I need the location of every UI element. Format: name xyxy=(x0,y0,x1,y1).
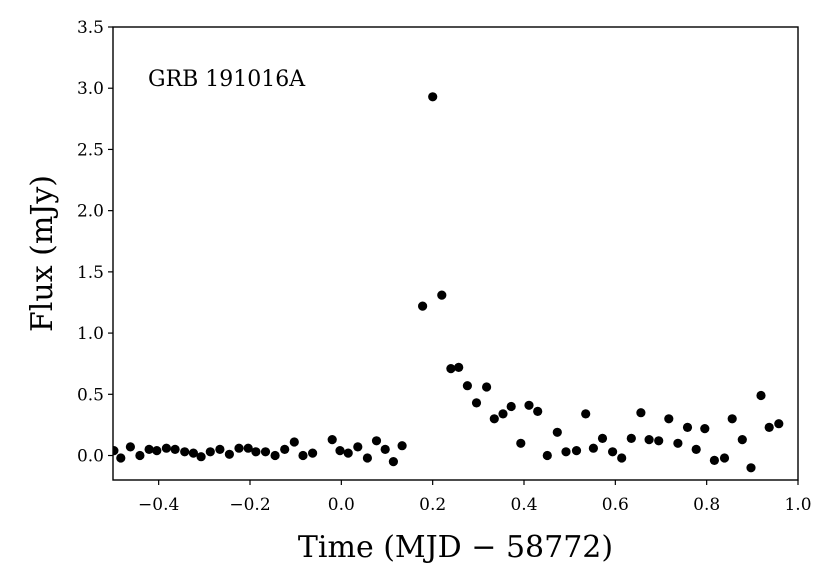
data-point xyxy=(251,447,261,457)
y-tick-label: 2.5 xyxy=(77,140,104,160)
data-point xyxy=(196,452,206,462)
data-point xyxy=(428,92,438,102)
data-point xyxy=(170,444,180,454)
data-point xyxy=(135,450,145,461)
data-point xyxy=(542,450,552,461)
data-point xyxy=(180,447,190,457)
data-point xyxy=(617,453,627,463)
y-tick-label: 0.0 xyxy=(77,447,104,467)
data-point xyxy=(516,438,526,448)
data-point xyxy=(335,446,345,456)
data-point xyxy=(561,447,571,457)
data-point xyxy=(588,443,599,453)
data-point xyxy=(737,435,747,445)
data-point xyxy=(506,401,516,412)
data-point xyxy=(626,433,636,443)
data-point xyxy=(353,442,363,452)
data-point xyxy=(144,444,154,454)
data-point xyxy=(371,436,382,446)
y-tick-label: 1.0 xyxy=(77,324,104,344)
data-point xyxy=(298,450,308,461)
data-point xyxy=(498,409,508,419)
y-tick-label: 3.0 xyxy=(77,79,104,99)
data-point xyxy=(343,448,353,458)
data-point xyxy=(673,438,683,448)
y-tick-label: 2.0 xyxy=(77,202,104,222)
x-axis-label: Time (MJD − 58772) xyxy=(298,530,613,565)
y-tick-label: 0.5 xyxy=(77,385,104,405)
data-point xyxy=(719,453,730,463)
data-point xyxy=(727,414,737,424)
data-point xyxy=(700,424,710,434)
data-point xyxy=(243,443,253,453)
data-point xyxy=(116,453,126,463)
data-point xyxy=(482,382,492,392)
data-point xyxy=(188,448,198,458)
data-point xyxy=(608,447,618,457)
x-tick-label: 0.6 xyxy=(602,495,629,515)
y-tick-label: 1.5 xyxy=(77,263,104,283)
data-point xyxy=(446,364,456,374)
data-point xyxy=(125,442,135,452)
data-point xyxy=(205,447,215,457)
data-point xyxy=(327,435,337,445)
data-point xyxy=(380,444,390,454)
data-point xyxy=(533,406,543,416)
x-tick-label: 1.0 xyxy=(784,495,811,515)
y-axis-ticks: 0.0 0.5 1.0 1.5 2.0 2.5 3.0 3.5 xyxy=(77,18,113,467)
data-point xyxy=(581,409,591,419)
data-point xyxy=(571,446,582,456)
data-point xyxy=(418,301,428,311)
x-tick-label: 0.8 xyxy=(693,495,720,515)
data-point xyxy=(524,400,534,410)
data-point xyxy=(774,419,784,429)
x-tick-label: 0.2 xyxy=(419,495,446,515)
plot-frame xyxy=(112,26,799,481)
data-point xyxy=(644,435,654,445)
data-point xyxy=(280,444,290,454)
data-point xyxy=(308,448,318,458)
data-point xyxy=(454,362,464,372)
y-tick-label: 3.5 xyxy=(77,18,104,38)
data-point xyxy=(215,444,225,454)
data-point xyxy=(462,381,472,391)
data-point xyxy=(260,447,271,457)
data-point xyxy=(709,455,720,465)
x-axis-ticks: −0.4 −0.2 0.0 0.2 0.4 0.6 0.8 1.0 xyxy=(138,480,812,515)
data-point xyxy=(362,453,372,463)
data-point xyxy=(388,457,398,467)
data-point xyxy=(224,449,234,459)
data-point xyxy=(152,446,162,456)
y-axis-label: Flux (mJy) xyxy=(25,175,60,332)
data-point xyxy=(552,427,562,437)
data-point xyxy=(289,437,299,447)
data-point xyxy=(764,422,774,432)
data-point xyxy=(654,436,664,446)
x-tick-label: 0.0 xyxy=(328,495,355,515)
x-tick-label: 0.4 xyxy=(510,495,537,515)
data-point xyxy=(636,408,646,418)
data-point xyxy=(161,443,171,453)
data-point xyxy=(746,463,756,473)
x-tick-label: −0.4 xyxy=(138,495,179,515)
chart-annotation: GRB 191016A xyxy=(148,67,306,92)
x-tick-label: −0.2 xyxy=(229,495,270,515)
data-point xyxy=(113,446,119,456)
data-point xyxy=(597,433,608,443)
data-point xyxy=(664,414,674,424)
data-point xyxy=(489,414,499,424)
data-point xyxy=(682,422,693,432)
data-point xyxy=(270,450,280,461)
data-point xyxy=(756,390,766,401)
data-point xyxy=(397,441,407,451)
data-point xyxy=(437,290,447,300)
data-point xyxy=(691,444,701,454)
data-points xyxy=(113,92,784,473)
data-point xyxy=(471,398,482,408)
data-point xyxy=(234,443,244,453)
